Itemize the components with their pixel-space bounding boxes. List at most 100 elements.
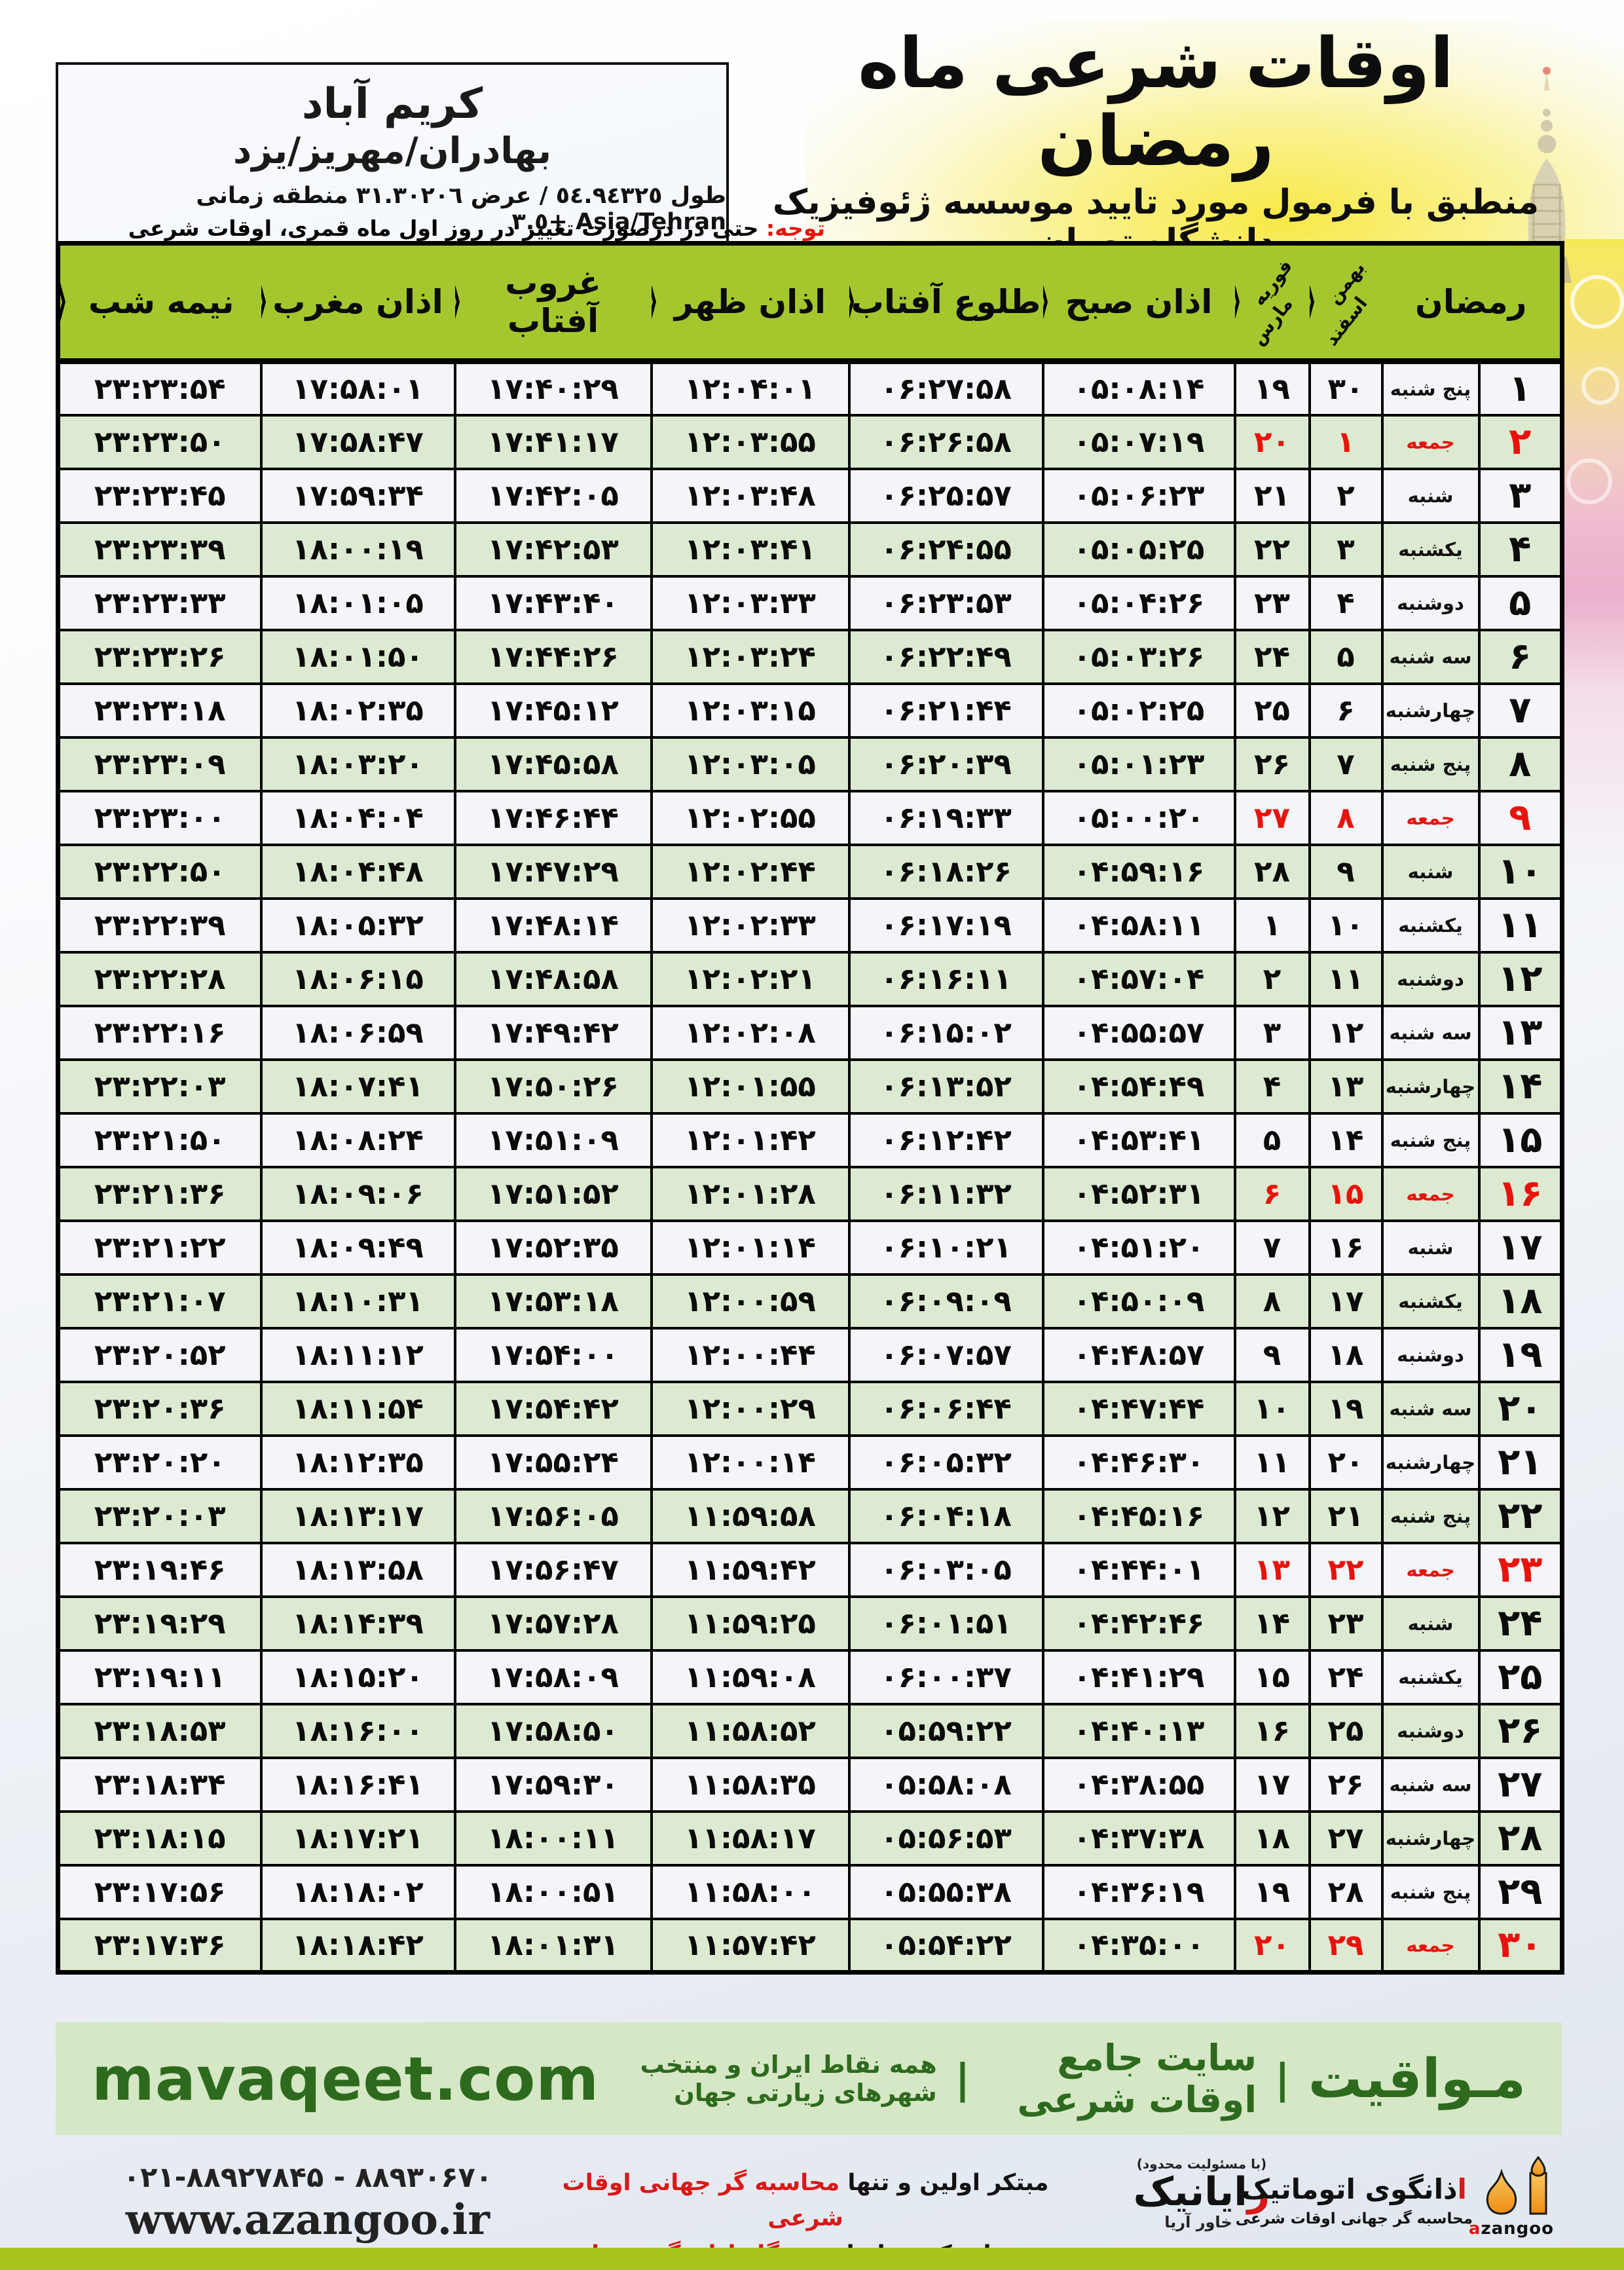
cell-maghrib: ۱۸:۰۶:۱۵: [259, 950, 456, 1007]
cell-gregorian-day: ۲۱: [1233, 467, 1311, 524]
cell-sunset: ۱۷:۴۸:۱۴: [453, 897, 653, 954]
cell-jalali-day: ۷: [1308, 735, 1384, 792]
cell-maghrib: ۱۸:۰۶:۵۹: [259, 1004, 456, 1061]
cell-fajr: ۰۵:۰۷:۱۹: [1041, 413, 1236, 470]
cell-fajr: ۰۴:۴۴:۰۱: [1041, 1541, 1236, 1598]
cell-noon: ۱۱:۵۸:۵۲: [650, 1702, 851, 1759]
mavaqeet-subtagline: همه نقاط ایران و منتخب شهرهای زیارتی جها…: [640, 2051, 937, 2107]
cell-noon: ۱۱:۵۸:۳۵: [650, 1756, 851, 1813]
cell-ramadan-day: ۱۹: [1477, 1326, 1564, 1383]
cell-gregorian-day: ۲: [1233, 950, 1311, 1007]
cell-ramadan-day: ۲: [1477, 413, 1564, 470]
cell-jalali-day: ۱۱: [1308, 950, 1384, 1007]
cell-weekday: پنج شنبه: [1380, 1487, 1481, 1544]
cell-jalali-day: ۲۸: [1308, 1863, 1384, 1920]
cell-jalali-day: ۲۳: [1308, 1595, 1384, 1652]
cell-midnight: ۲۳:۱۸:۱۵: [56, 1810, 263, 1867]
cell-midnight: ۲۳:۲۳:۳۳: [56, 574, 263, 631]
table-row: ۶ سه شنبه ۵ ۲۴ ۰۵:۰۳:۲۶ ۰۶:۲۲:۴۹ ۱۲:۰۳:۲…: [56, 628, 1564, 685]
cell-gregorian-day: ۹: [1233, 1326, 1311, 1383]
table-row: ۲۵ یکشنبه ۲۴ ۱۵ ۰۴:۴۱:۲۹ ۰۶:۰۰:۳۷ ۱۱:۵۹:…: [56, 1648, 1564, 1705]
cell-maghrib: ۱۸:۱۶:۰۰: [259, 1702, 456, 1759]
mavaqeet-url: mavaqeet.com: [92, 2043, 600, 2114]
cell-midnight: ۲۳:۱۷:۵۶: [56, 1863, 263, 1920]
cell-maghrib: ۱۸:۰۷:۴۱: [259, 1058, 456, 1115]
cell-fajr: ۰۴:۴۵:۱۶: [1041, 1487, 1236, 1544]
header-sunrise: طلوع آفتاب: [849, 242, 1043, 364]
cell-gregorian-day: ۴: [1233, 1058, 1311, 1115]
mavaqeet-brand: مـواقیت: [1308, 2047, 1526, 2110]
cell-fajr: ۰۴:۵۷:۰۴: [1041, 950, 1236, 1007]
cell-gregorian-day: ۱: [1233, 897, 1311, 954]
cell-sunrise: ۰۶:۰۰:۳۷: [847, 1648, 1044, 1705]
cell-gregorian-day: ۱۰: [1233, 1380, 1311, 1437]
cell-fajr: ۰۴:۳۸:۵۵: [1041, 1756, 1236, 1813]
header-noon: اذان ظهر: [651, 242, 849, 364]
cell-fajr: ۰۵:۰۰:۲۰: [1041, 789, 1236, 846]
cell-maghrib: ۱۸:۱۰:۳۱: [259, 1273, 456, 1330]
cell-ramadan-day: ۲۱: [1477, 1434, 1564, 1491]
table-row: ۷ چهارشنبه ۶ ۲۵ ۰۵:۰۲:۲۵ ۰۶:۲۱:۴۴ ۱۲:۰۳:…: [56, 682, 1564, 739]
separator: |: [1275, 2055, 1290, 2103]
cell-sunset: ۱۷:۵۸:۰۹: [453, 1648, 653, 1705]
cell-sunset: ۱۷:۵۰:۲۶: [453, 1058, 653, 1115]
cell-weekday: جمعه: [1380, 1917, 1481, 1974]
cell-midnight: ۲۳:۲۳:۰۹: [56, 735, 263, 792]
cell-noon: ۱۲:۰۰:۱۴: [650, 1434, 851, 1491]
jalali-month-labels: بهمن اسفند: [1310, 246, 1382, 356]
promo-line-1: مبتکر اولین و تنها محاسبه گر جهانی اوقات…: [553, 2165, 1058, 2237]
cell-noon: ۱۲:۰۰:۵۹: [650, 1273, 851, 1330]
cell-maghrib: ۱۸:۰۹:۴۹: [259, 1219, 456, 1276]
header-maghrib: اذان مغرب: [261, 242, 455, 364]
cell-sunrise: ۰۶:۱۳:۵۲: [847, 1058, 1044, 1115]
cell-fajr: ۰۴:۵۴:۴۹: [1041, 1058, 1236, 1115]
cell-fajr: ۰۵:۰۸:۱۴: [1041, 360, 1236, 417]
cell-midnight: ۲۳:۱۹:۲۹: [56, 1595, 263, 1652]
cell-ramadan-day: ۱۴: [1477, 1058, 1564, 1115]
cell-gregorian-day: ۱۳: [1233, 1541, 1311, 1598]
cell-fajr: ۰۵:۰۳:۲۶: [1041, 628, 1236, 685]
cell-fajr: ۰۴:۴۷:۴۴: [1041, 1380, 1236, 1437]
cell-gregorian-day: ۲۲: [1233, 521, 1311, 578]
cell-midnight: ۲۳:۲۰:۵۲: [56, 1326, 263, 1383]
table-row: ۲۱ چهارشنبه ۲۰ ۱۱ ۰۴:۴۶:۳۰ ۰۶:۰۵:۳۲ ۱۲:۰…: [56, 1434, 1564, 1491]
cell-ramadan-day: ۸: [1477, 735, 1564, 792]
rayanik-sub: خاور آریا: [1164, 2213, 1232, 2231]
table-row: ۱۷ شنبه ۱۶ ۷ ۰۴:۵۱:۲۰ ۰۶:۱۰:۲۱ ۱۲:۰۱:۱۴ …: [56, 1219, 1564, 1276]
cell-sunrise: ۰۶:۲۳:۵۳: [847, 574, 1044, 631]
cell-sunset: ۱۷:۴۲:۵۳: [453, 521, 653, 578]
table-row: ۵ دوشنبه ۴ ۲۳ ۰۵:۰۴:۲۶ ۰۶:۲۳:۵۳ ۱۲:۰۳:۳۳…: [56, 574, 1564, 631]
cell-noon: ۱۲:۰۱:۱۴: [650, 1219, 851, 1276]
cell-ramadan-day: ۹: [1477, 789, 1564, 846]
cell-sunset: ۱۷:۴۹:۴۲: [453, 1004, 653, 1061]
table-row: ۲۹ پنج شنبه ۲۸ ۱۹ ۰۴:۳۶:۱۹ ۰۵:۵۵:۳۸ ۱۱:۵…: [56, 1863, 1564, 1920]
azangoo-word-rest: ذانگوی اتوماتیک: [1241, 2173, 1458, 2205]
cell-fajr: ۰۵:۰۲:۲۵: [1041, 682, 1236, 739]
cell-weekday: یکشنبه: [1380, 1648, 1481, 1705]
azangoo-latin-rest: zangoo: [1481, 2219, 1554, 2239]
cell-jalali-day: ۲۲: [1308, 1541, 1384, 1598]
cell-midnight: ۲۳:۱۷:۳۶: [56, 1917, 263, 1974]
cell-ramadan-day: ۱۱: [1477, 897, 1564, 954]
table-row: ۴ یکشنبه ۳ ۲۲ ۰۵:۰۵:۲۵ ۰۶:۲۴:۵۵ ۱۲:۰۳:۴۱…: [56, 521, 1564, 578]
cell-weekday: شنبه: [1380, 467, 1481, 524]
cell-sunrise: ۰۶:۰۷:۵۷: [847, 1326, 1044, 1383]
cell-ramadan-day: ۱: [1477, 360, 1564, 417]
cell-weekday: شنبه: [1380, 1219, 1481, 1276]
cell-maghrib: ۱۸:۰۱:۰۵: [259, 574, 456, 631]
cell-midnight: ۲۳:۲۲:۳۹: [56, 897, 263, 954]
cell-noon: ۱۲:۰۱:۲۸: [650, 1165, 851, 1222]
cell-midnight: ۲۳:۲۲:۵۰: [56, 843, 263, 900]
header-gregorian-month: فوریه مارس: [1234, 242, 1310, 364]
cell-sunset: ۱۷:۴۳:۴۰: [453, 574, 653, 631]
cell-sunrise: ۰۶:۱۷:۱۹: [847, 897, 1044, 954]
cell-gregorian-day: ۱۲: [1233, 1487, 1311, 1544]
cell-sunrise: ۰۶:۲۵:۵۷: [847, 467, 1044, 524]
cell-gregorian-day: ۳: [1233, 1004, 1311, 1061]
cell-sunset: ۱۷:۴۵:۵۸: [453, 735, 653, 792]
cell-ramadan-day: ۲۶: [1477, 1702, 1564, 1759]
table-row: ۳۰ جمعه ۲۹ ۲۰ ۰۴:۳۵:۰۰ ۰۵:۵۴:۲۲ ۱۱:۵۷:۴۲…: [56, 1917, 1564, 1974]
cell-weekday: دوشنبه: [1380, 1702, 1481, 1759]
cell-sunrise: ۰۶:۱۱:۳۲: [847, 1165, 1044, 1222]
cell-sunset: ۱۷:۵۲:۳۵: [453, 1219, 653, 1276]
